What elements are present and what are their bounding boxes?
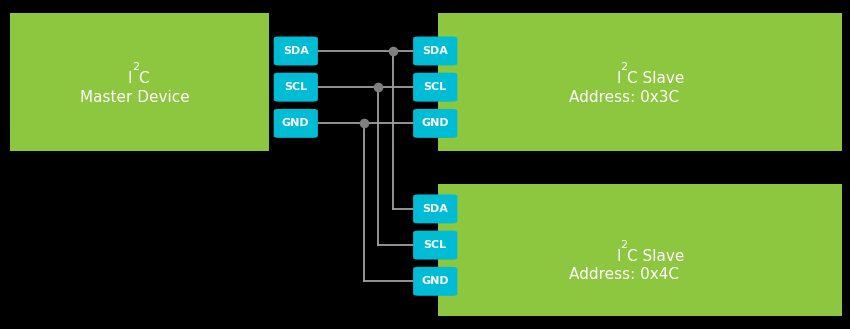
- Text: SCL: SCL: [284, 82, 308, 92]
- Text: SCL: SCL: [423, 82, 447, 92]
- Text: Address: 0x3C: Address: 0x3C: [569, 89, 679, 105]
- Text: 2: 2: [132, 63, 139, 72]
- FancyBboxPatch shape: [274, 37, 318, 65]
- Text: 2: 2: [620, 240, 627, 250]
- Text: 2: 2: [620, 63, 627, 72]
- Text: I: I: [128, 71, 132, 87]
- Text: I: I: [616, 249, 620, 264]
- Text: Master Device: Master Device: [80, 89, 190, 105]
- Text: SCL: SCL: [423, 240, 447, 250]
- FancyBboxPatch shape: [413, 267, 457, 296]
- Text: C Slave: C Slave: [627, 249, 684, 264]
- FancyBboxPatch shape: [413, 231, 457, 260]
- Text: GND: GND: [422, 118, 449, 128]
- Text: I: I: [616, 71, 620, 87]
- FancyBboxPatch shape: [413, 73, 457, 102]
- Bar: [438, 184, 842, 316]
- Point: [357, 121, 371, 126]
- Text: C Slave: C Slave: [627, 71, 684, 87]
- Point: [371, 85, 385, 90]
- Text: C: C: [139, 71, 150, 87]
- Text: SDA: SDA: [283, 46, 309, 56]
- Bar: [438, 13, 842, 151]
- Text: GND: GND: [422, 276, 449, 286]
- FancyBboxPatch shape: [413, 37, 457, 65]
- FancyBboxPatch shape: [413, 109, 457, 138]
- Text: SDA: SDA: [422, 46, 448, 56]
- FancyBboxPatch shape: [413, 194, 457, 223]
- Bar: [10, 13, 269, 151]
- Text: SDA: SDA: [422, 204, 448, 214]
- Point: [386, 48, 400, 54]
- FancyBboxPatch shape: [274, 73, 318, 102]
- Text: GND: GND: [282, 118, 309, 128]
- FancyBboxPatch shape: [274, 109, 318, 138]
- Text: Address: 0x4C: Address: 0x4C: [569, 267, 679, 282]
